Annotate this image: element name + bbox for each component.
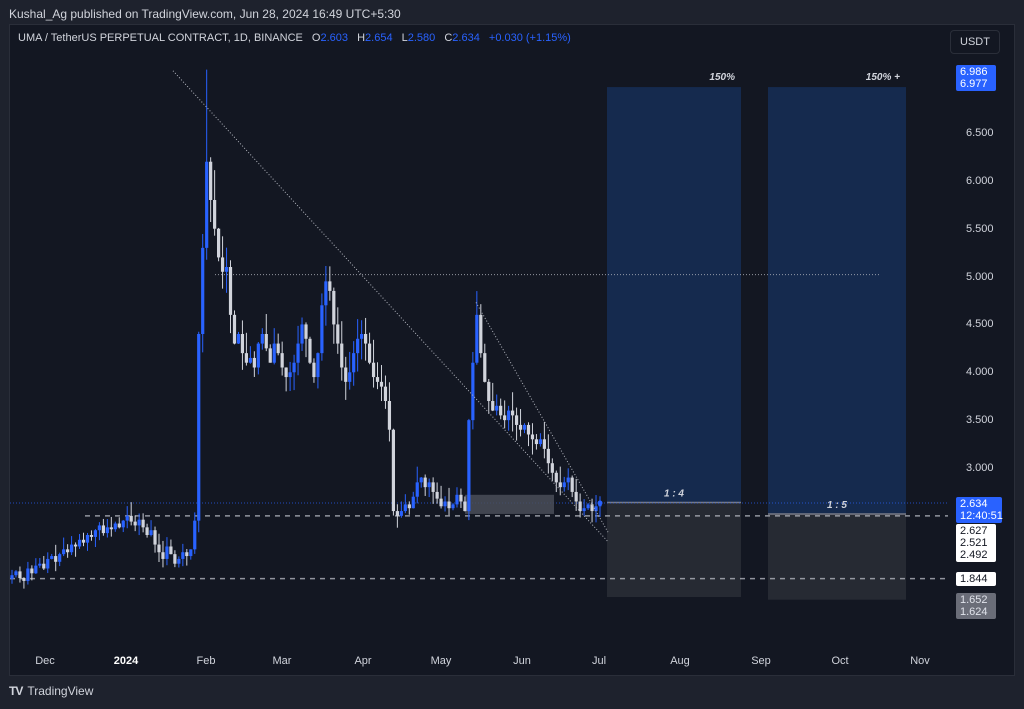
time-tick-label: 2024 <box>113 655 139 667</box>
price-tick-label: 6.500 <box>966 127 994 139</box>
price-tick-label: 6.000 <box>966 174 994 187</box>
low-value: 2.580 <box>407 32 436 44</box>
publish-info: Kushal_Ag published on TradingView.com, … <box>0 0 1024 24</box>
time-tick-label: Apr <box>354 655 372 667</box>
low-label: L <box>401 32 408 44</box>
open-value: 2.603 <box>320 32 349 44</box>
target-percent-label: 150% + <box>866 72 900 83</box>
price-tick-label: 4.000 <box>966 366 994 379</box>
price-tick-label: 5.500 <box>966 222 994 235</box>
open-label: O <box>311 32 321 44</box>
time-tick-label: Aug <box>670 655 690 667</box>
high-label: H <box>357 32 366 44</box>
risk-reward-label: 1 : 5 <box>827 500 847 511</box>
time-tick-label: Sep <box>751 655 771 667</box>
time-tick-label: Mar <box>272 655 292 667</box>
price-tag: 1.652 1.624 <box>956 593 996 619</box>
symbol-title: UMA / TetherUS PERPETUAL CONTRACT, 1D, B… <box>18 32 303 44</box>
currency-button[interactable]: USDT <box>950 30 1000 54</box>
price-tag: 2.634 12:40:51 <box>956 497 1003 523</box>
change-value: +0.030 (+1.15%) <box>488 32 571 44</box>
price-tick-label: 3.500 <box>966 414 994 427</box>
risk-reward-label: 1 : 4 <box>664 488 684 499</box>
price-tag: 2.627 2.521 2.492 <box>956 524 996 562</box>
target-percent-label: 150% <box>709 72 735 83</box>
tradingview-logo-icon: TV <box>9 684 23 698</box>
time-tick-label: Nov <box>910 655 930 667</box>
price-tick-label: 4.500 <box>966 318 994 331</box>
time-tick-label: Dec <box>35 655 55 667</box>
price-tag: 6.986 6.977 <box>956 65 996 91</box>
trendline[interactable] <box>475 302 609 533</box>
time-tick-label: Jul <box>591 655 607 667</box>
time-tick-label: Oct <box>831 655 849 667</box>
price-tick-label: 5.000 <box>966 270 994 283</box>
time-tick-label: May <box>430 655 452 667</box>
brand-name: TradingView <box>27 684 94 698</box>
demand-zone-box[interactable] <box>465 494 554 514</box>
close-value: 2.634 <box>452 32 480 44</box>
chart-container[interactable]: 150% 1 : 4 150% + 1 : 5 UMA / TetherUS PERP… <box>9 24 1015 676</box>
close-label: C <box>444 32 453 44</box>
time-tick-label: Feb <box>196 655 216 667</box>
trendline[interactable] <box>172 70 609 543</box>
symbol-legend: UMA / TetherUS PERPETUAL CONTRACT, 1D, B… <box>18 32 571 44</box>
tradingview-brand[interactable]: TV TradingView <box>9 684 93 698</box>
high-value: 2.654 <box>365 32 393 44</box>
candlestick-series <box>10 69 602 589</box>
price-tick-label: 3.000 <box>966 462 994 474</box>
price-tag: 1.844 <box>956 572 996 586</box>
long-position-tool[interactable]: 150% 1 : 4 <box>607 72 741 598</box>
price-axis[interactable]: 6.500 6.000 5.500 5.000 4.500 4.000 3.500 3.000… <box>948 25 1016 645</box>
last-price-dot <box>597 500 603 506</box>
long-position-tool[interactable]: 150% + 1 : 5 <box>768 72 906 600</box>
time-axis[interactable]: Dec 2024 Feb Mar Apr May Jun Jul Aug Sep Oct Nov <box>10 645 948 675</box>
time-tick-label: Jun <box>513 655 531 667</box>
plot-area[interactable]: 150% 1 : 4 150% + 1 : 5 <box>10 25 948 645</box>
